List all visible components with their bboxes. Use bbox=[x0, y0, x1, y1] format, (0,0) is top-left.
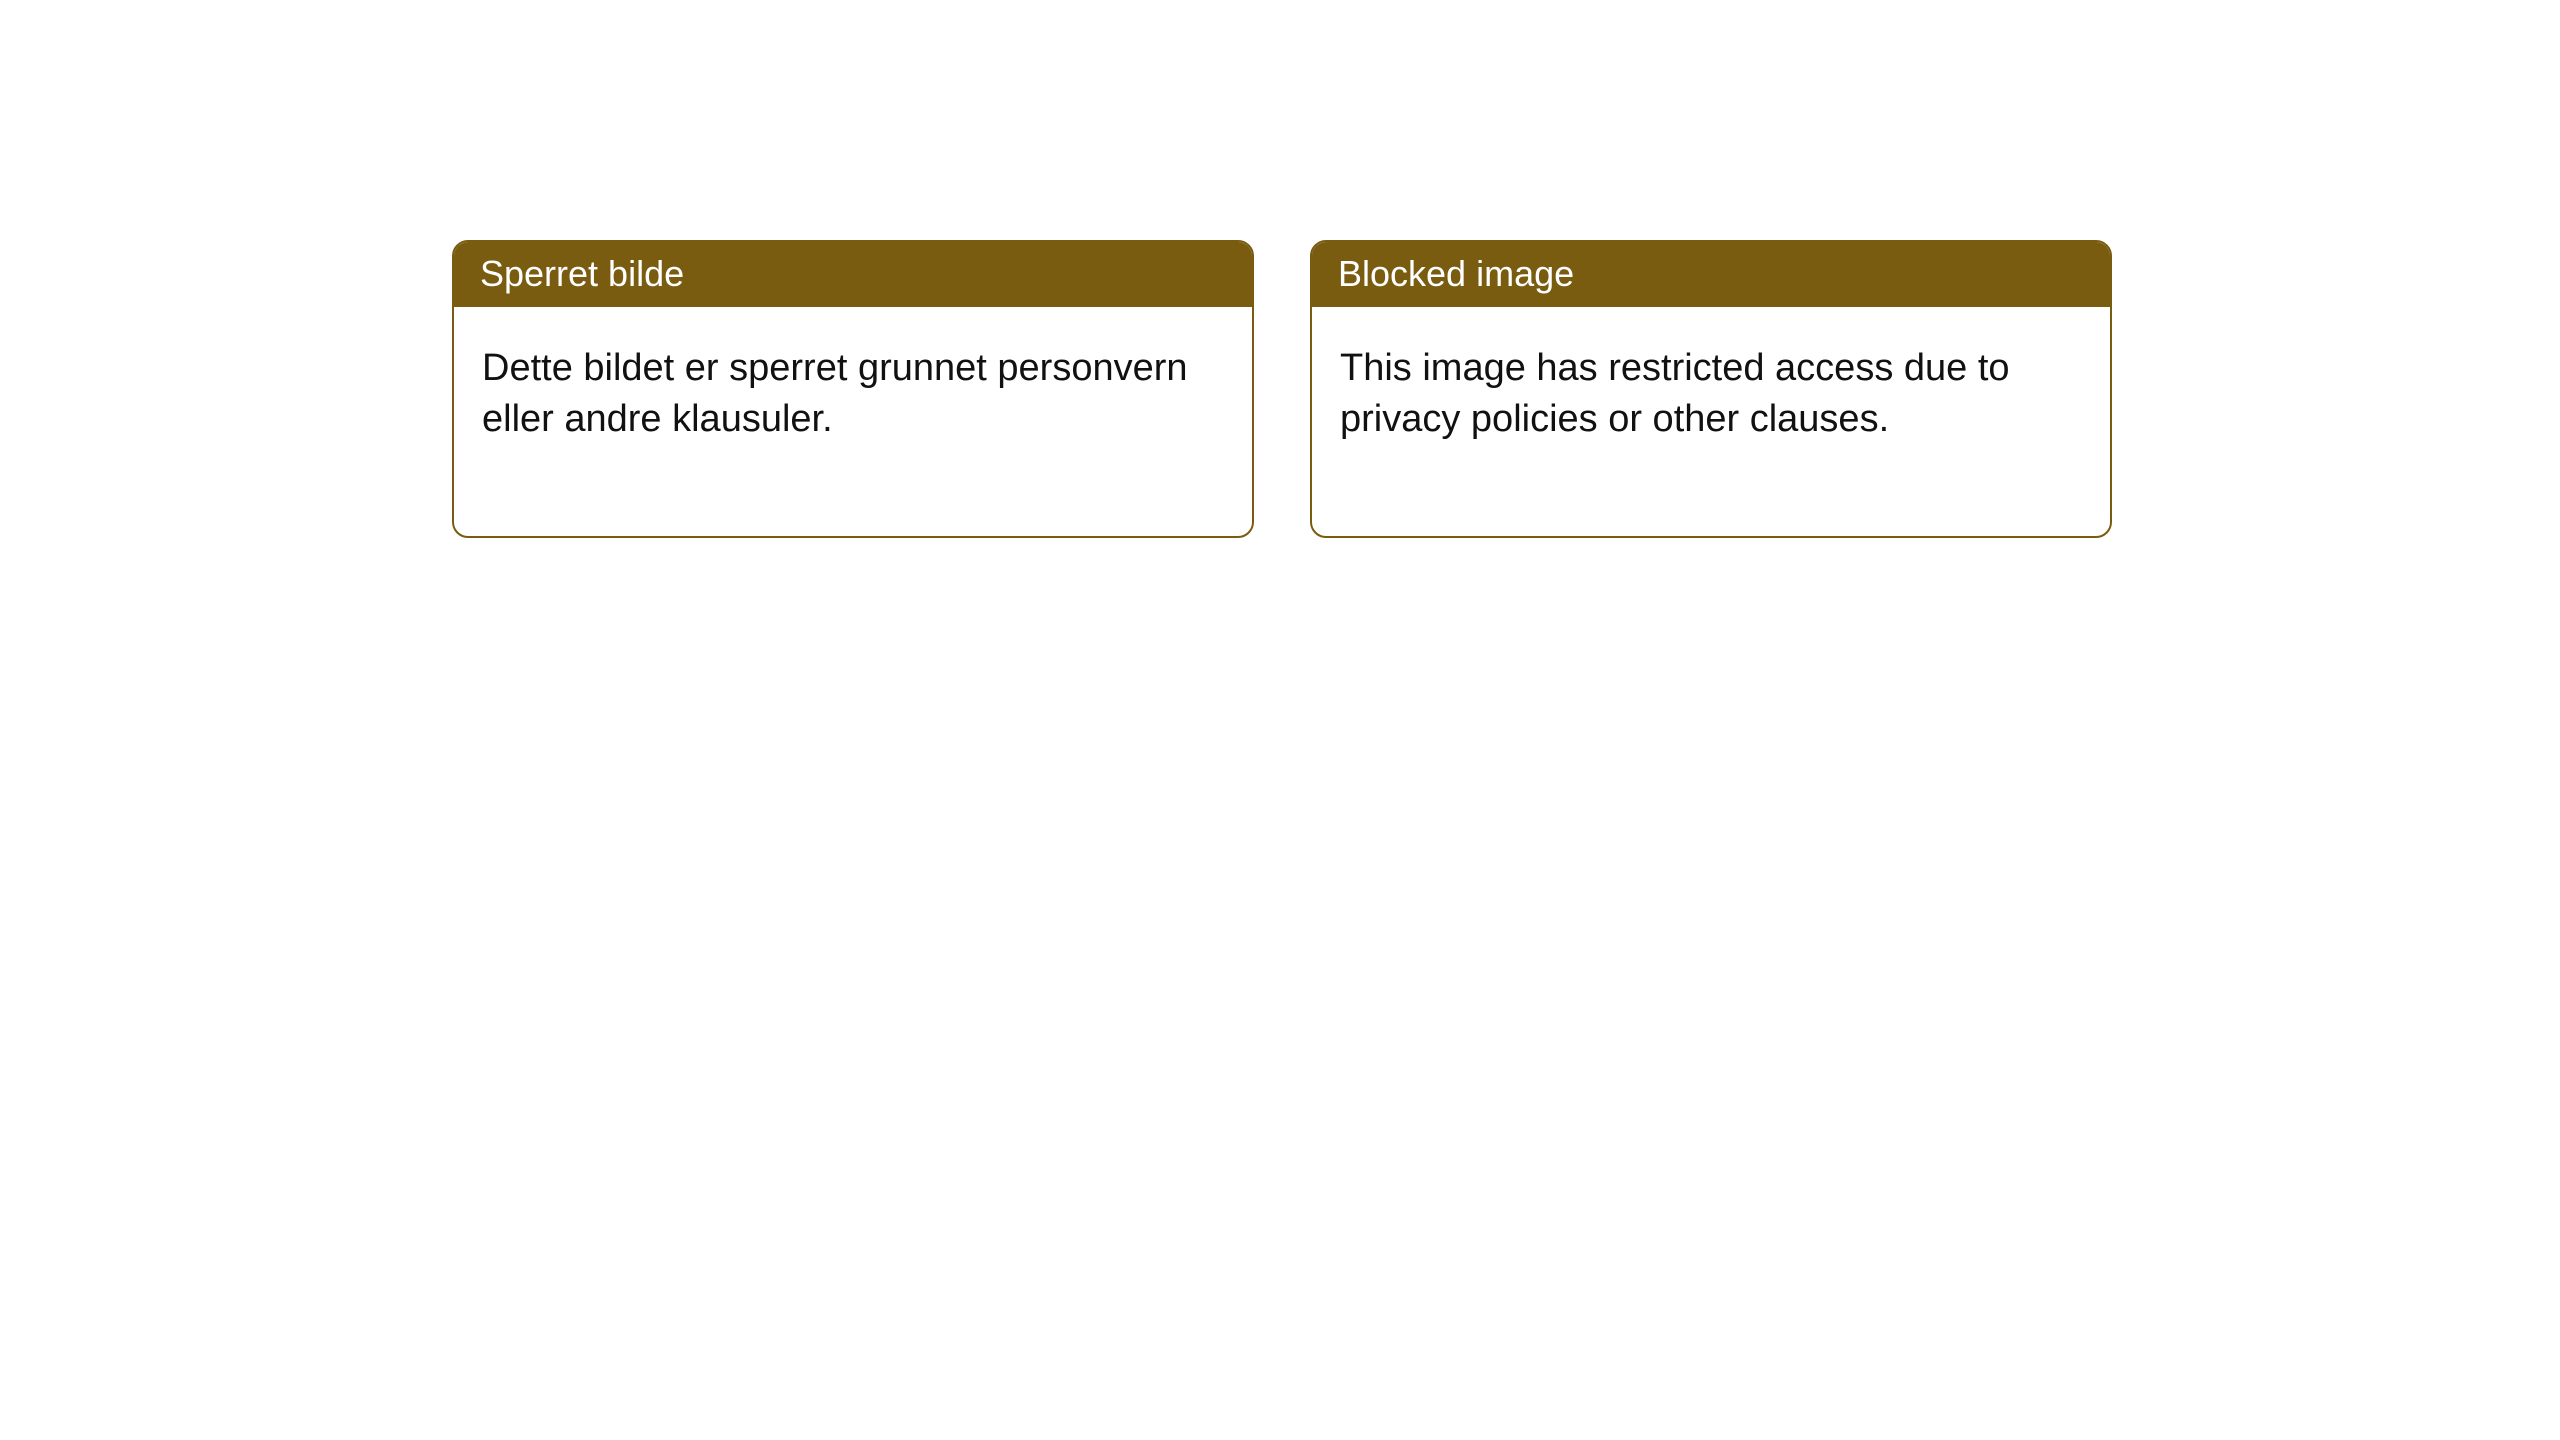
notice-cards-row: Sperret bilde Dette bildet er sperret gr… bbox=[0, 0, 2560, 538]
notice-card-norwegian: Sperret bilde Dette bildet er sperret gr… bbox=[452, 240, 1254, 538]
notice-card-body: This image has restricted access due to … bbox=[1312, 307, 2110, 536]
notice-card-body: Dette bildet er sperret grunnet personve… bbox=[454, 307, 1252, 536]
notice-card-english: Blocked image This image has restricted … bbox=[1310, 240, 2112, 538]
notice-card-header: Blocked image bbox=[1312, 242, 2110, 307]
notice-card-header: Sperret bilde bbox=[454, 242, 1252, 307]
